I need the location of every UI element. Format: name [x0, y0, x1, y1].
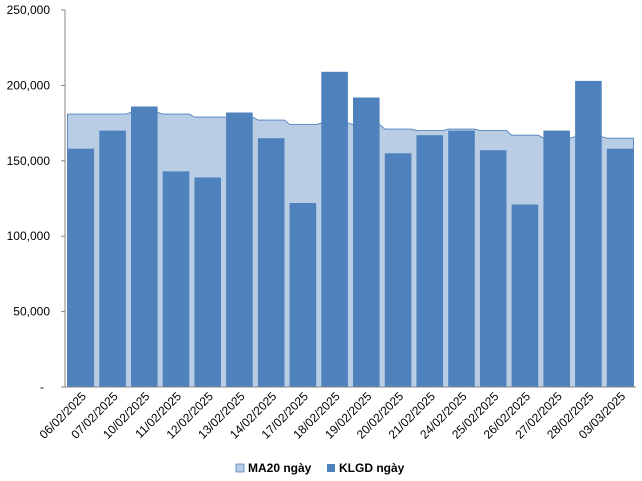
klgd-bar — [194, 177, 221, 387]
ma20-line — [67, 112, 634, 387]
legend-label-ma20: MA20 ngày — [248, 461, 312, 475]
klgd-bar — [289, 203, 317, 387]
klgd-bar — [384, 153, 412, 387]
klgd-bar — [321, 71, 348, 388]
klgd-bar — [131, 106, 158, 387]
klgd-bar — [448, 130, 475, 387]
klgd-bar — [162, 171, 190, 387]
klgd-bar — [67, 148, 95, 387]
y-tick-label: 100,000 — [7, 229, 51, 243]
klgd-bar — [543, 130, 570, 387]
axes — [64, 10, 636, 388]
legend-swatch-ma20 — [235, 463, 245, 473]
klgd-bar — [575, 80, 602, 388]
klgd-bar — [257, 138, 285, 387]
klgd-bar — [479, 150, 507, 387]
klgd-bar — [606, 148, 634, 387]
klgd-bar — [511, 204, 539, 387]
klgd-bar — [416, 135, 444, 387]
y-tick-labels: - 50,000 100,000 150,000 200,000 250,000 — [7, 3, 65, 394]
legend-label-klgd: KLGD ngày — [339, 461, 405, 475]
klgd-bar-layer — [67, 71, 634, 388]
klgd-bar — [226, 112, 253, 387]
legend: MA20 ngày KLGD ngày — [235, 461, 405, 475]
y-tick-label: 200,000 — [7, 78, 51, 92]
y-tick-label: - — [40, 380, 44, 394]
y-tick-label: 150,000 — [7, 154, 51, 168]
legend-swatch-klgd — [327, 464, 335, 472]
klgd-bar — [99, 130, 126, 387]
y-tick-label: 250,000 — [7, 3, 51, 17]
x-tick-labels: 06/02/202507/02/202510/02/202511/02/2025… — [37, 389, 629, 442]
y-tick-label: 50,000 — [13, 305, 50, 319]
klgd-bar — [353, 97, 380, 387]
